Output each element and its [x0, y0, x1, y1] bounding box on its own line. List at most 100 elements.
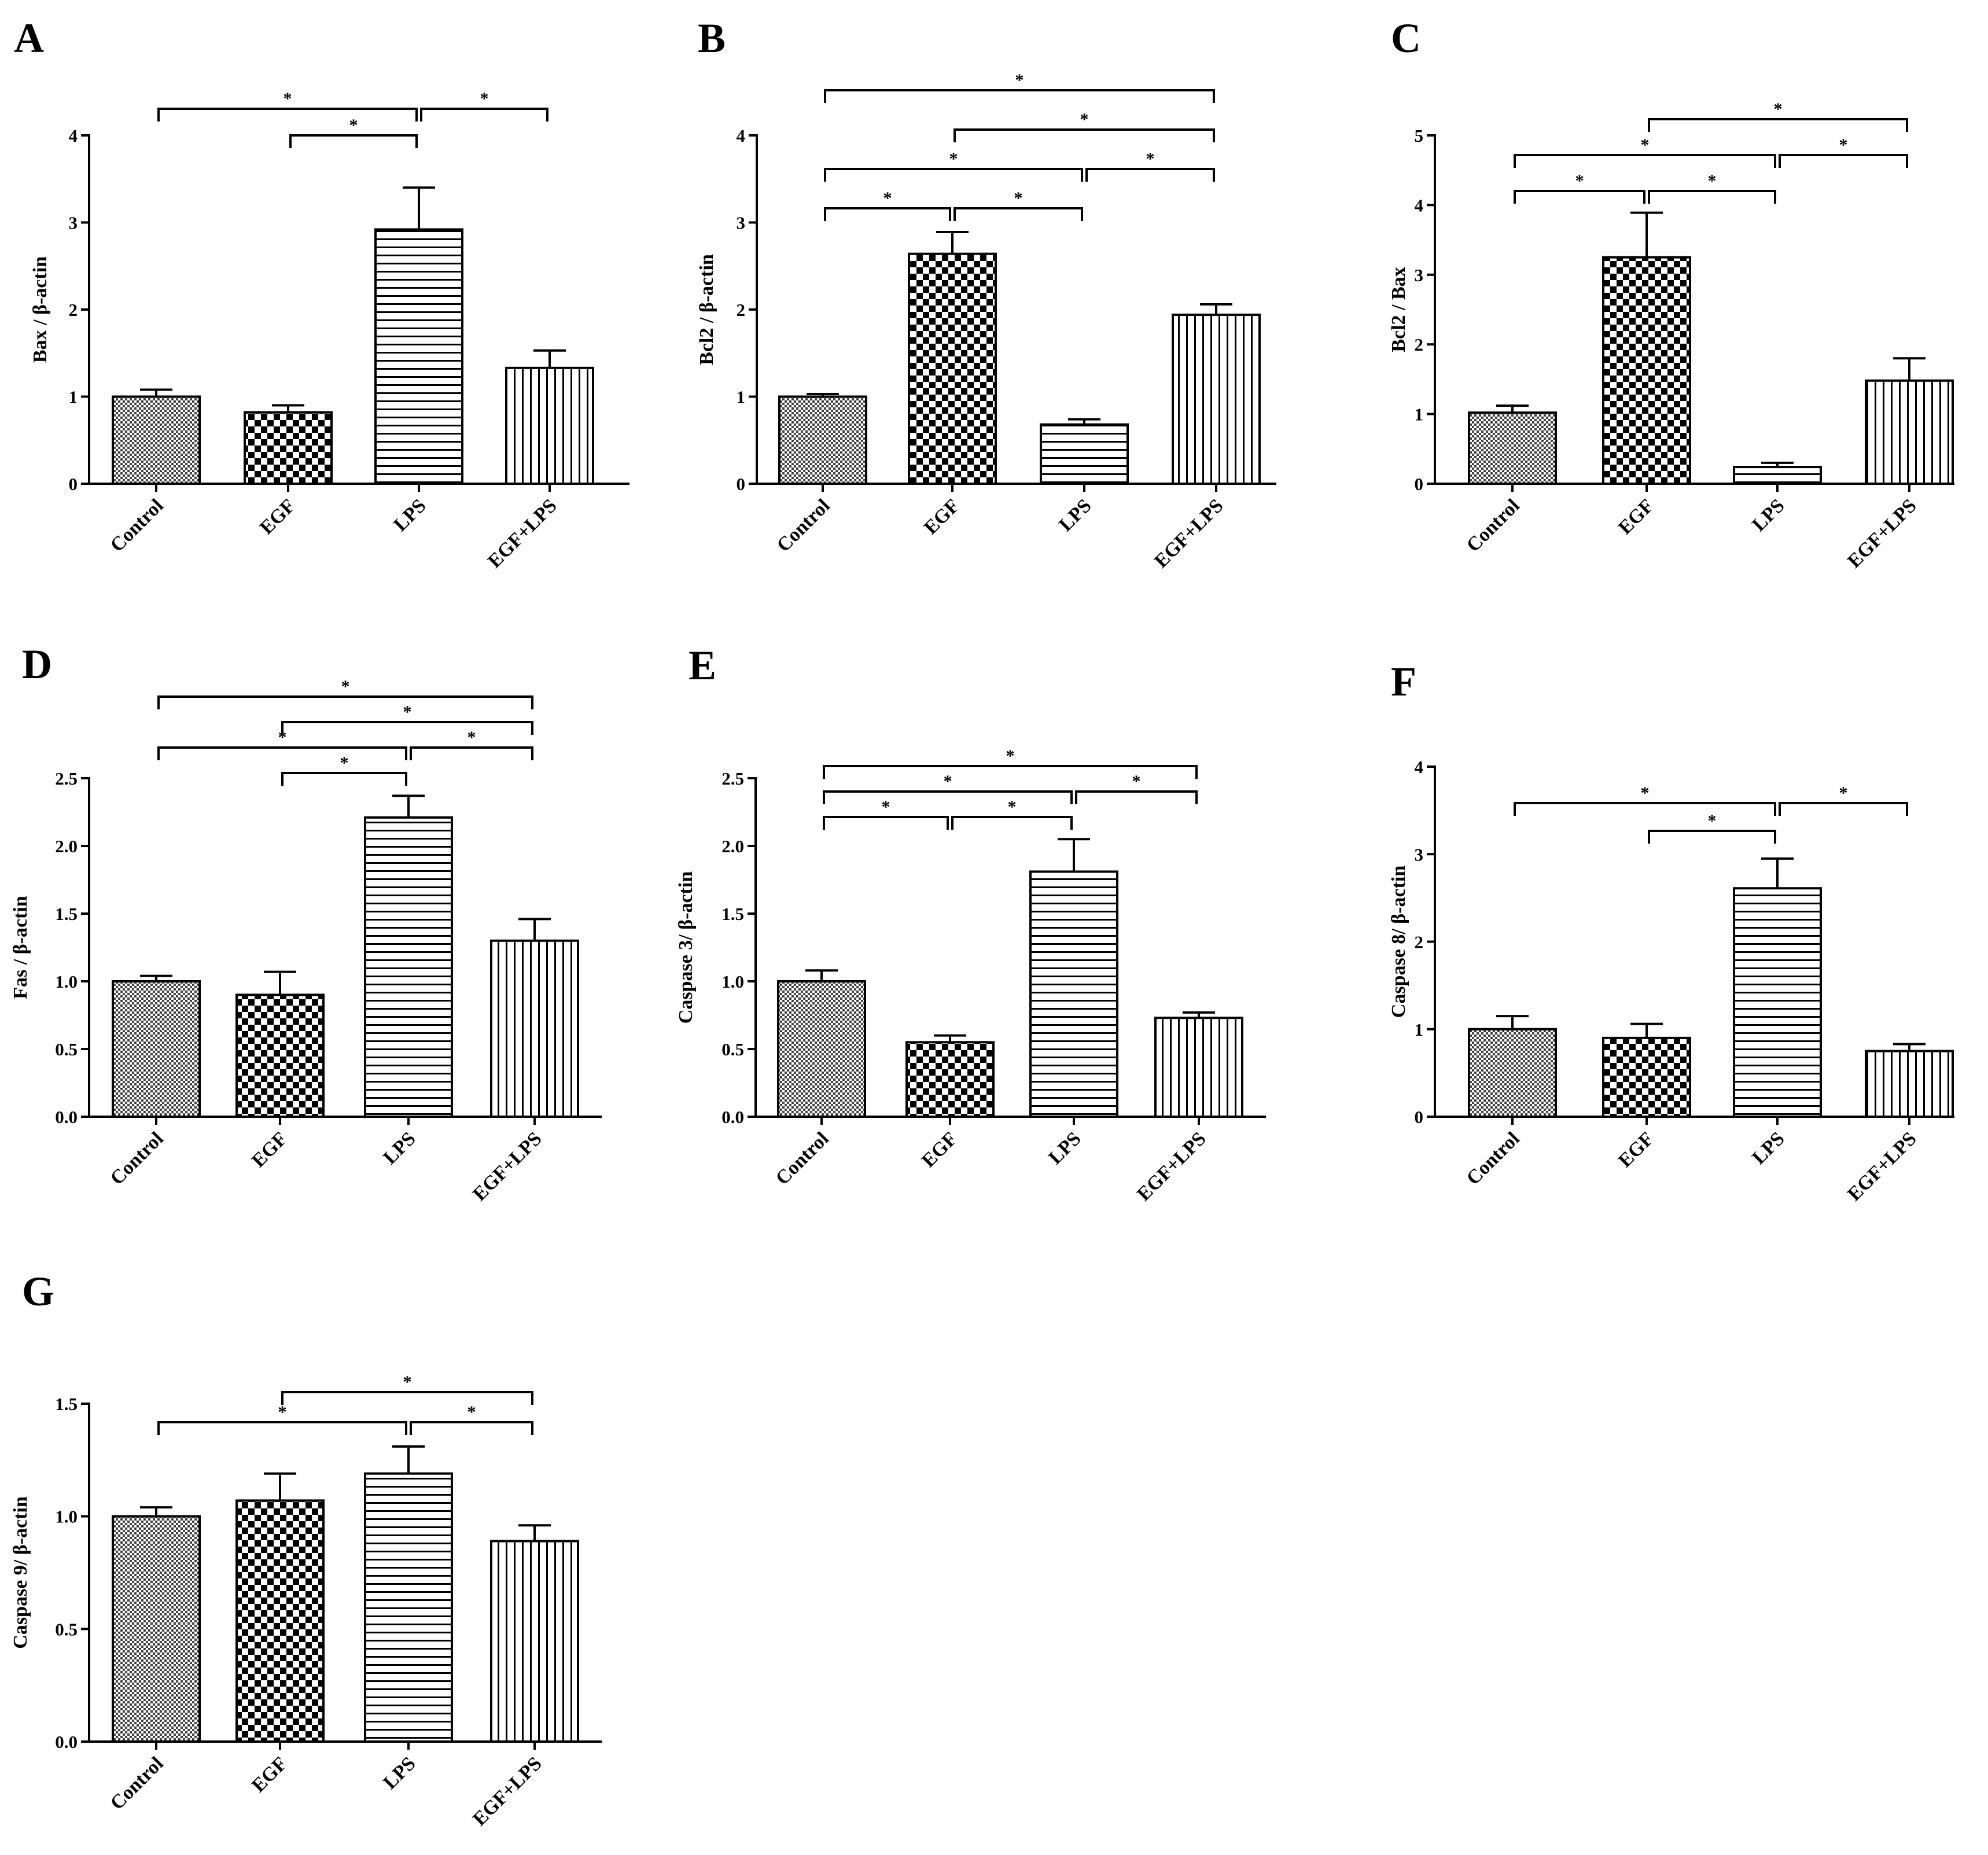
significance-star: * [1132, 772, 1141, 791]
bar-control [112, 1515, 201, 1743]
significance-bracket [289, 134, 418, 148]
bar-control [1468, 411, 1557, 485]
y-axis-label: Bcl2 / Bax [1388, 267, 1409, 352]
y-axis-label: Caspase 8/ β-actin [1388, 866, 1409, 1018]
significance-star: * [1080, 110, 1089, 129]
category-label: Control [773, 495, 834, 556]
significance-star: * [883, 189, 892, 208]
significance-bracket [1648, 190, 1776, 204]
y-tick-label: 2.0 [55, 836, 78, 856]
y-tick-label: 1.0 [55, 1507, 78, 1527]
panel-c: C 0 1 2 3 4 5 Bcl2 / Bax Control EGF LPS EGF+LPS * * *… [1388, 15, 1954, 572]
category-label: EGF [248, 1128, 292, 1172]
category-label: EGF [918, 1128, 962, 1172]
category-label: Control [106, 1128, 168, 1189]
category-label: EGF+LPS [469, 1753, 546, 1830]
y-tick-label: 0.0 [55, 1107, 78, 1127]
significance-star: * [1839, 135, 1848, 154]
significance-star: * [1708, 811, 1717, 830]
bar-egf [908, 252, 997, 485]
bar-lps [1733, 887, 1822, 1118]
significance-star: * [340, 753, 349, 772]
significance-bracket [157, 695, 533, 709]
y-tick-label: 0.0 [55, 1732, 78, 1752]
panel-letter: C [1391, 15, 1421, 61]
bar-egf [1602, 1036, 1691, 1118]
panel-f: F 0 1 2 3 4 Caspase 8/ β-actin Control EGF LPS EGF… [1388, 658, 1954, 1205]
y-tick-label: 3 [1415, 265, 1424, 285]
y-tick-label: 4 [1415, 195, 1424, 215]
significance-bracket [823, 790, 1073, 804]
significance-bracket [824, 207, 951, 221]
category-label: Control [106, 495, 168, 556]
significance-bracket [1648, 830, 1776, 844]
category-label: EGF [1614, 495, 1658, 539]
category-label: EGF+LPS [1133, 1128, 1210, 1205]
category-label: EGF [1614, 1128, 1658, 1172]
panel-b: B 0 1 2 3 4 Bcl2 / β-actin Control EGF LPS EGF+LPS… [696, 15, 1276, 572]
category-label: EGF+LPS [469, 1128, 546, 1205]
bar-control [778, 395, 867, 485]
y-tick-label: 0 [737, 474, 746, 494]
significance-star: * [1641, 135, 1650, 154]
significance-bracket [823, 765, 1198, 779]
significance-star: * [278, 1403, 287, 1422]
significance-bracket [1779, 802, 1908, 816]
y-axis-label: Bcl2 / β-actin [696, 254, 717, 365]
significance-star: * [1014, 189, 1023, 208]
significance-bracket [420, 108, 548, 122]
category-label: LPS [1748, 1128, 1788, 1168]
bar-lps [1029, 870, 1118, 1118]
y-tick-label: 1.0 [721, 971, 744, 992]
y-tick-label: 1.0 [55, 971, 78, 992]
y-tick-label: 5 [1415, 126, 1424, 146]
bar-lps [1733, 466, 1822, 485]
y-tick-label: 2 [1415, 932, 1424, 952]
significance-bracket [1648, 118, 1908, 132]
category-label: EGF+LPS [1843, 495, 1920, 572]
y-tick-label: 0 [1415, 474, 1424, 494]
significance-star: * [1575, 171, 1584, 190]
significance-star: * [480, 89, 489, 108]
category-label: EGF+LPS [1843, 1128, 1920, 1205]
bar-control [777, 980, 866, 1118]
y-tick-label: 1 [737, 387, 746, 407]
bar-egf-lps [505, 366, 594, 485]
panel-letter: A [14, 15, 44, 61]
y-tick-label: 0 [69, 474, 78, 494]
significance-star: * [284, 89, 292, 108]
category-label: Control [1463, 1128, 1524, 1189]
significance-star: * [1708, 171, 1717, 190]
y-tick-label: 3 [69, 213, 78, 233]
y-axis-label: Caspase 3/ β-actin [675, 871, 697, 1024]
significance-bracket [1075, 790, 1198, 804]
significance-bracket [953, 128, 1215, 142]
significance-bracket [1514, 802, 1776, 816]
y-axis-label: Bax / β-actin [30, 256, 51, 363]
significance-bracket [410, 1421, 533, 1435]
significance-star: * [341, 677, 350, 696]
bar-control [1468, 1028, 1557, 1118]
y-tick-label: 0.5 [55, 1619, 78, 1639]
bar-egf [235, 993, 325, 1118]
category-label: EGF [248, 1753, 292, 1797]
bar-control [112, 980, 201, 1118]
panel-letter: G [22, 1268, 54, 1315]
y-tick-label: 1 [1415, 404, 1424, 425]
significance-bracket [823, 816, 949, 830]
bar-egf-lps [1154, 1017, 1243, 1118]
panel-d: D 0.0 0.5 1.0 1.5 2.0 2.5 Fas / β-actin Control E… [10, 641, 602, 1205]
panel-g: G 0.0 0.5 1.0 1.5 Caspase 9/ β-actin Control EG… [10, 1268, 602, 1830]
bar-lps [374, 228, 463, 485]
significance-bracket [410, 746, 533, 760]
y-tick-label: 2 [737, 300, 746, 320]
y-axis-label: Fas / β-actin [10, 896, 31, 999]
category-label: LPS [1044, 1128, 1085, 1168]
category-label: EGF [920, 495, 964, 539]
y-tick-label: 1 [69, 387, 78, 407]
y-tick-label: 3 [1415, 844, 1424, 864]
category-label: EGF [256, 495, 300, 539]
y-tick-label: 3 [737, 213, 746, 233]
y-tick-label: 1.5 [55, 904, 78, 924]
category-label: LPS [1748, 495, 1788, 535]
